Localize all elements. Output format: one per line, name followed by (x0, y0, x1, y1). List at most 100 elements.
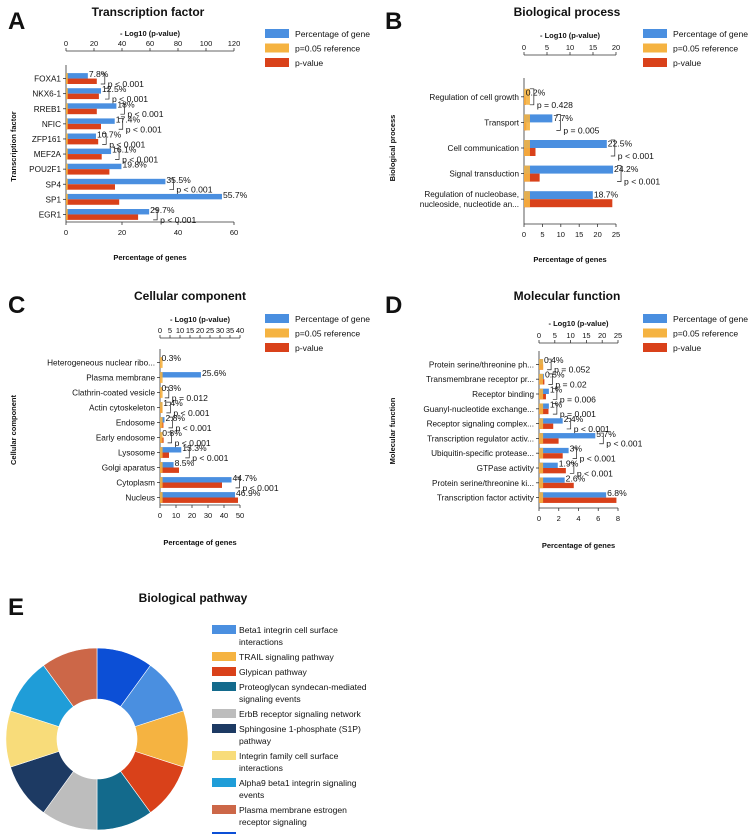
bar-percentage-A (66, 163, 122, 170)
top-tick-label-C: 5 (168, 326, 172, 335)
p-bracket-D (547, 358, 552, 371)
category-label-C: Plasma membrane (86, 374, 155, 383)
panel-title-B: Biological process (514, 5, 621, 19)
pct-data-label-A: 7.8% (89, 69, 109, 79)
bottom-tick-label-D: 2 (557, 514, 561, 523)
bar-reference-A (66, 209, 68, 220)
bar-percentage-C (160, 372, 201, 378)
pct-data-label-C: 0.3% (161, 383, 181, 393)
p-bracket-C (168, 416, 173, 429)
bar-pvalue-A (66, 93, 99, 100)
legend-swatch-C-ref (265, 328, 289, 338)
bar-pvalue-D (539, 468, 566, 474)
bar-percentage-C (160, 477, 232, 483)
panel-label-A: A (8, 8, 25, 35)
legend-swatch-B-ref (643, 43, 667, 53)
p-bracket-B (556, 114, 561, 131)
p-value-label-A: p < 0.001 (122, 154, 158, 164)
p-bracket-B (610, 139, 616, 157)
bar-percentage-D (539, 418, 563, 424)
p-bracket-B (529, 88, 535, 106)
p-value-label-C: p < 0.001 (192, 453, 228, 463)
pct-data-label-C: 1.4% (163, 398, 183, 408)
legend-label-C-ref: p=0.05 reference (295, 329, 360, 339)
category-label-C: Early endosome (96, 434, 156, 443)
p-value-label-D: p = 0.006 (560, 394, 596, 404)
top-axis-label-D: - Log10 (p-value) (548, 319, 609, 328)
bar-reference-A (66, 133, 68, 145)
legend-swatch-C-pct (265, 314, 289, 323)
pct-data-label-A: 55.7% (223, 190, 248, 200)
bottom-tick-label-A: 40 (174, 228, 182, 237)
legend-swatch-D-ref (643, 328, 667, 338)
category-label-D: Ubiquitin-specific protease... (431, 449, 534, 458)
bar-reference-D (539, 359, 544, 370)
pie-legend-swatch-3 (212, 682, 236, 691)
category-label-C: Golgi aparatus (102, 464, 155, 473)
panel-B: B Biological process 0 5 10 15 20 - Log10 (p-va… (385, 5, 660, 264)
bar-reference-B (524, 88, 530, 105)
bar-percentage-C (160, 462, 174, 468)
p-bracket-A (115, 148, 120, 160)
top-tick-label-D: 0 (537, 331, 541, 340)
category-label-B: Regulation of nucleobase, nucleoside, nuc… (420, 190, 519, 209)
bar-pvalue-A (66, 184, 115, 190)
p-bracket-C (167, 431, 172, 444)
bottom-tick-label-B: 20 (593, 230, 601, 239)
bottom-tick-label-C: 30 (204, 511, 212, 520)
category-label-C: Endosome (116, 419, 156, 428)
bottom-tick-label-D: 4 (576, 514, 580, 523)
category-label-D: Transcription regulator activ... (427, 434, 534, 443)
bar-pvalue-C (160, 482, 222, 488)
legend-label-B-pct: Percentage of gene (673, 29, 748, 39)
p-bracket-D (566, 417, 572, 430)
top-tick-label-B: 20 (612, 43, 620, 52)
pct-data-label-C: 0.3% (161, 353, 181, 363)
pie-legend-label-8: Plasma membrane estrogen receptor signali… (239, 805, 347, 827)
top-axis-label-C: - Log10 (p-value) (170, 315, 231, 324)
pct-data-label-A: 35.5% (166, 175, 191, 185)
bar-reference-A (66, 178, 68, 190)
pct-data-label-D: 0.4% (544, 355, 564, 365)
panel-title-D: Molecular function (514, 289, 621, 303)
top-axis-label-B: - Log10 (p-value) (540, 31, 601, 40)
bottom-tick-label-B: 15 (575, 230, 583, 239)
top-tick-label-A: 20 (90, 39, 98, 48)
bar-percentage-D (539, 447, 569, 454)
category-label-A: FOXA1 (34, 75, 61, 84)
p-value-label-A: p < 0.001 (160, 215, 196, 225)
p-bracket-D (599, 432, 604, 445)
bar-percentage-A (66, 88, 101, 94)
pie-legend-swatch-1 (212, 652, 236, 661)
top-tick-label-C: 0 (158, 326, 162, 335)
pct-data-label-C: 44.7% (233, 473, 258, 483)
top-tick-label-B: 10 (566, 43, 574, 52)
pie-legend-swatch-7 (212, 778, 236, 787)
legend-swatch-A-ref (265, 43, 289, 53)
p-value-label-D: p < 0.001 (606, 439, 642, 449)
bar-reference-C (160, 432, 163, 443)
bar-percentage-A (66, 118, 115, 124)
bar-reference-A (66, 103, 68, 115)
bottom-tick-label-D: 0 (537, 514, 541, 523)
bar-percentage-D (539, 462, 558, 468)
panel-label-D: D (385, 292, 402, 319)
pie-legend-label-7: Alpha9 beta1 integrin signaling events (239, 778, 357, 800)
bar-pvalue-A (66, 108, 97, 115)
bar-reference-C (160, 492, 163, 503)
panel-title-E: Biological pathway (139, 591, 248, 605)
bar-reference-A (66, 148, 68, 160)
bar-reference-B (524, 165, 530, 182)
bar-percentage-D (539, 403, 549, 409)
legend-swatch-B-pval (643, 58, 667, 67)
p-value-label-D: p = 0.02 (555, 380, 587, 390)
p-value-label-B: p = 0.005 (563, 125, 599, 135)
bar-reference-B (524, 140, 530, 156)
pct-data-label-A: 29.7% (150, 205, 175, 215)
top-tick-label-C: 20 (196, 326, 204, 335)
category-label-D: Guanyl-nucleotide exchange... (423, 405, 534, 414)
bar-percentage-A (66, 133, 96, 139)
category-label-C: Heterogeneous nuclear ribo... (47, 359, 155, 368)
bar-reference-D (539, 388, 544, 400)
